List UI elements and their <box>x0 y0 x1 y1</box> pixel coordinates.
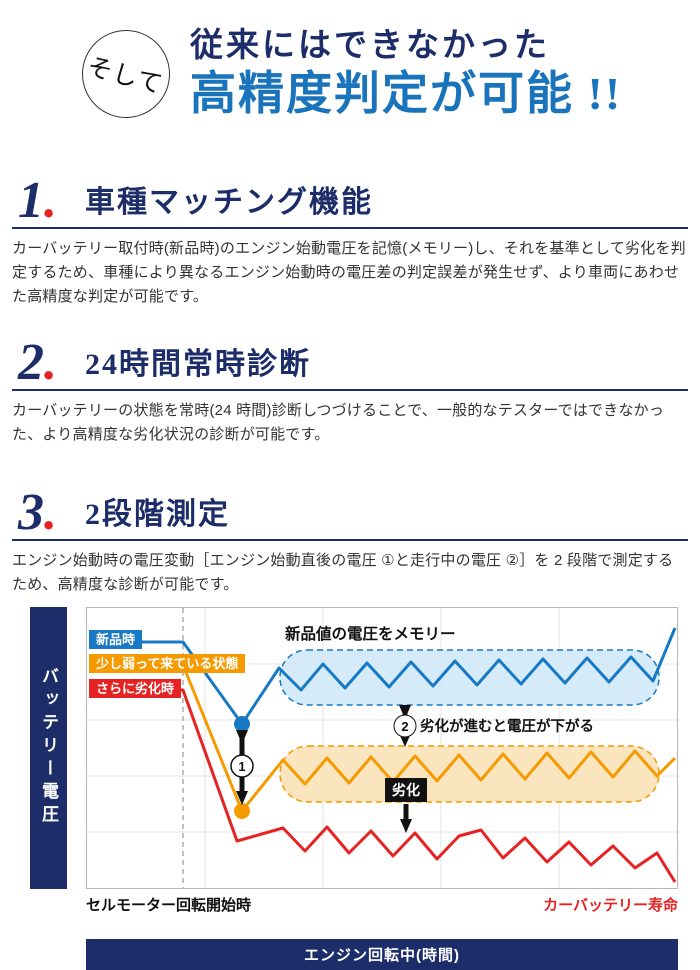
x-axis-annotations: セルモーター回転開始時 カーバッテリー寿命 <box>86 894 678 915</box>
feature-1-number: 1. <box>18 174 57 226</box>
headline-line2: 高精度判定が可能 !! <box>190 67 623 119</box>
y-axis-label: バッテリー電圧 <box>39 667 58 829</box>
feature-3-number-digit: 3 <box>18 483 44 541</box>
feature-2-number-dot: . <box>44 333 57 391</box>
legend-degraded: さらに劣化時 <box>89 678 182 699</box>
feature-2-title: 24時間常時診断 <box>85 347 311 381</box>
plot-area: 1 2 劣化 新品値の電圧をメモリー 劣化が進むと電圧が下がる 新品時 少し弱っ… <box>86 606 678 889</box>
headline: 従来にはできなかった 高精度判定が可能 !! <box>190 28 622 121</box>
line-new <box>89 627 677 726</box>
feature-2-number: 2. <box>18 336 57 388</box>
y-axis-bar: バッテリー電圧 <box>30 606 67 889</box>
step1-badge-number: 1 <box>238 759 245 774</box>
headline-line1: 従来にはできなかった <box>190 28 550 64</box>
deterioration-label-box <box>385 777 427 802</box>
voltage-drop-annotation: 劣化が進むと電圧が下がる <box>420 717 594 735</box>
feature-section-3: 3. 2段階測定 エンジン始動時の電圧変動［エンジン始動直後の電圧 ①と走行中の… <box>12 486 688 597</box>
page-header: そして 従来にはできなかった 高精度判定が可能 !! <box>0 0 700 121</box>
step1-badge-circle <box>230 754 254 778</box>
x-axis-end-label: カーバッテリー寿命 <box>543 896 678 914</box>
soshite-badge: そして <box>82 30 170 119</box>
step2-badge-number: 2 <box>401 719 408 734</box>
battery-voltage-chart: バッテリー電圧 <box>0 606 700 970</box>
deterioration-label: 劣化 <box>392 782 420 798</box>
feature-2-number-digit: 2 <box>18 333 44 391</box>
feature-3-title: 2段階測定 <box>85 497 230 531</box>
highlight-band-weak <box>279 745 660 803</box>
feature-1-heading: 1. 車種マッチング機能 <box>12 174 688 229</box>
feature-1-title: 車種マッチング機能 <box>85 185 373 219</box>
dot-start-weak <box>234 802 250 819</box>
legend-new: 新品時 <box>89 629 143 650</box>
feature-list: 1. 車種マッチング機能 カーバッテリー取付時(新品時)のエンジン始動電圧を記憶… <box>0 174 700 597</box>
dot-start-new <box>234 715 250 732</box>
feature-1-number-digit: 1 <box>18 171 44 229</box>
chart-canvas: 1 2 劣化 新品値の電圧をメモリー 劣化が進むと電圧が下がる <box>87 607 677 888</box>
step2-badge-circle <box>393 714 417 738</box>
line-degraded <box>89 688 677 883</box>
feature-1-number-dot: . <box>44 171 57 229</box>
x-axis-start-label: セルモーター回転開始時 <box>86 896 252 914</box>
feature-3-number: 3. <box>18 486 57 538</box>
feature-3-heading: 3. 2段階測定 <box>12 486 688 541</box>
legend-weak: 少し弱って来ている状態 <box>89 653 246 674</box>
memory-annotation: 新品値の電圧をメモリー <box>285 624 456 643</box>
soshite-badge-text: そして <box>84 53 167 100</box>
feature-section-2: 2. 24時間常時診断 カーバッテリーの状態を常時(24 時間)診断しつづけるこ… <box>12 336 688 447</box>
plot-column: 1 2 劣化 新品値の電圧をメモリー 劣化が進むと電圧が下がる 新品時 少し弱っ… <box>86 606 678 970</box>
feature-3-number-dot: . <box>44 483 57 541</box>
feature-1-body: カーバッテリー取付時(新品時)のエンジン始動電圧を記憶(メモリー)し、それを基準… <box>12 239 686 305</box>
feature-3-body: エンジン始動時の電圧変動［エンジン始動直後の電圧 ①と走行中の電圧 ②］を 2 … <box>12 551 674 593</box>
line-weak <box>89 663 677 813</box>
x-axis-bar: エンジン回転中(時間) <box>86 938 678 970</box>
feature-section-1: 1. 車種マッチング機能 カーバッテリー取付時(新品時)のエンジン始動電圧を記憶… <box>12 174 688 309</box>
feature-2-body: カーバッテリーの状態を常時(24 時間)診断しつづけることで、一般的なテスターで… <box>12 401 665 443</box>
feature-2-heading: 2. 24時間常時診断 <box>12 336 688 391</box>
